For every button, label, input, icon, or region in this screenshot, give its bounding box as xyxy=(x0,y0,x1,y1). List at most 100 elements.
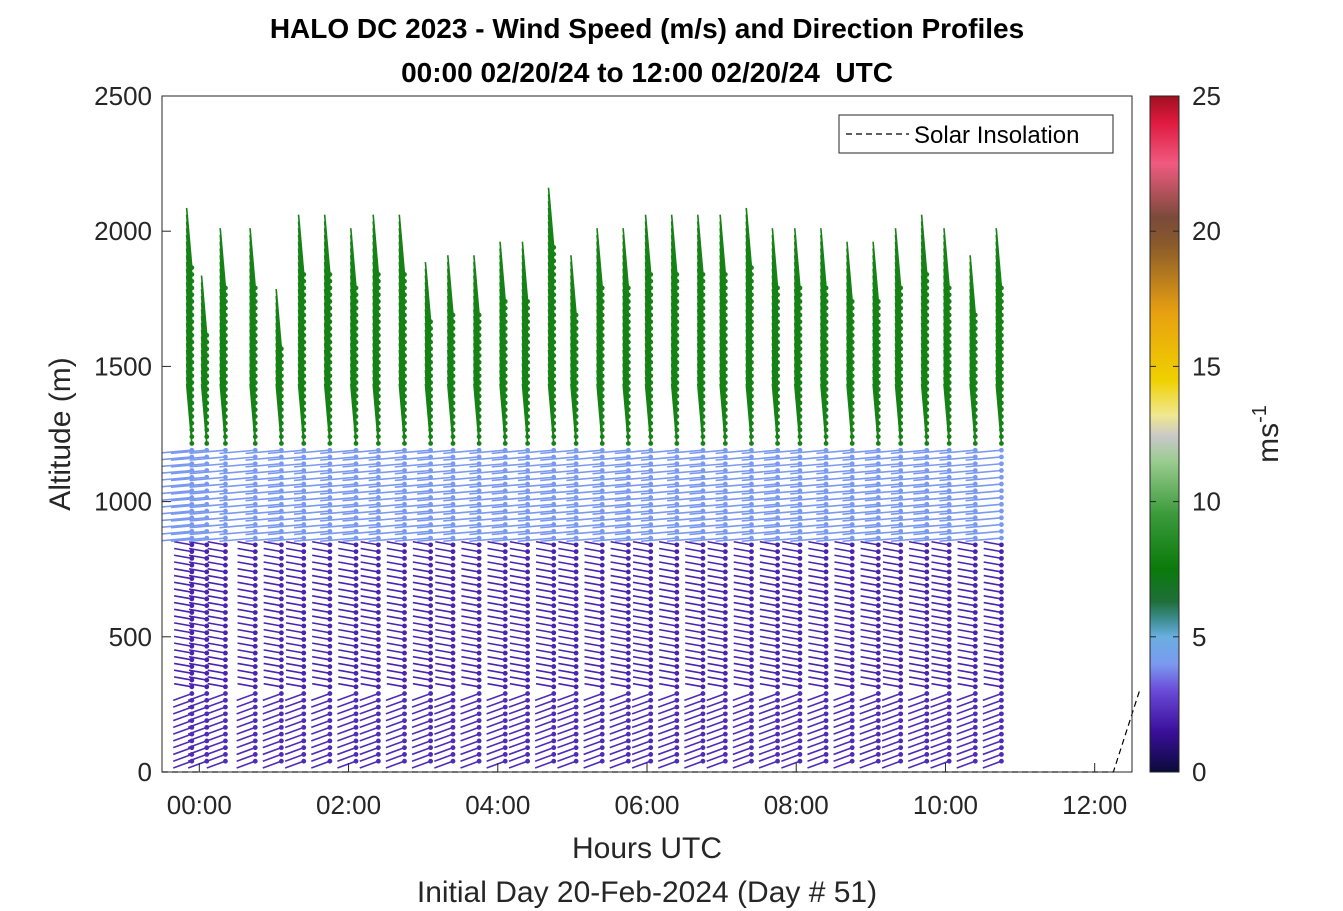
wind-barb-point xyxy=(599,319,605,325)
wind-barb-shaft xyxy=(236,740,256,749)
wind-barb-point xyxy=(301,697,307,703)
wind-barb-point xyxy=(450,434,456,440)
wind-barb xyxy=(509,567,531,575)
wind-barb-point xyxy=(402,380,407,386)
wind-barb-shaft xyxy=(237,669,256,675)
wind-barb-shaft xyxy=(435,682,454,688)
wind-barb-point xyxy=(525,549,531,555)
wind-barb-point xyxy=(502,427,508,433)
wind-barb-shaft xyxy=(632,547,651,553)
wind-barb-point xyxy=(402,359,407,365)
wind-barb-shaft xyxy=(658,615,677,621)
wind-barb-point xyxy=(189,346,195,352)
wind-barb-point xyxy=(402,650,407,656)
wind-barb-point xyxy=(700,752,706,757)
wind-barb-point xyxy=(223,603,228,609)
wind-barb-shaft xyxy=(509,581,528,587)
wind-barb-shaft xyxy=(658,622,677,627)
wind-barb xyxy=(312,540,333,548)
wind-barb xyxy=(173,574,195,582)
wind-barb-shaft xyxy=(412,655,431,661)
wind-barb-shaft xyxy=(263,615,282,621)
wind-barb-point xyxy=(599,400,605,406)
wind-barb-point xyxy=(525,569,531,575)
wind-barb-point xyxy=(450,758,456,764)
wind-barb xyxy=(461,595,482,602)
wind-barb-shaft xyxy=(658,554,677,560)
wind-barb-point xyxy=(301,569,307,575)
wind-barb-shaft xyxy=(508,719,528,729)
wind-barb xyxy=(360,588,381,595)
wind-barb-shaft xyxy=(509,635,528,641)
wind-barb xyxy=(584,540,605,548)
wind-barb-shaft xyxy=(170,496,207,502)
wind-barb-shaft xyxy=(219,476,256,482)
wind-barb-shaft xyxy=(435,608,454,614)
wind-barb-shaft xyxy=(609,753,629,762)
wind-barb-point xyxy=(551,704,557,710)
wind-barb-point xyxy=(476,312,482,318)
wind-barb-point xyxy=(599,549,605,555)
wind-barb-shaft xyxy=(733,615,752,621)
wind-barb-shaft xyxy=(706,726,726,735)
wind-barb-point xyxy=(278,427,284,433)
wind-barb-shaft xyxy=(173,601,192,607)
wind-barb-point xyxy=(223,400,228,406)
wind-barb xyxy=(285,655,307,663)
wind-barb xyxy=(535,588,557,595)
wind-barb-point xyxy=(674,610,680,615)
wind-barb-point xyxy=(476,610,482,615)
wind-barb-shaft xyxy=(359,760,379,769)
wind-barb-shaft xyxy=(342,449,379,455)
wind-barb-point xyxy=(301,752,307,757)
wind-barb-shaft xyxy=(312,567,331,573)
wind-barb-shaft xyxy=(262,692,282,702)
wind-barb-shaft xyxy=(706,692,726,702)
wind-barb-shaft xyxy=(685,567,704,573)
wind-barb-shaft xyxy=(658,655,677,661)
wind-barb xyxy=(707,676,728,683)
wind-barb-point xyxy=(502,630,508,636)
wind-barb-point xyxy=(327,752,333,757)
wind-barb-point xyxy=(327,380,333,386)
wind-barb xyxy=(267,535,307,543)
wind-barb-shaft xyxy=(706,746,726,756)
wind-barb-point xyxy=(648,292,654,298)
wind-barb-shaft xyxy=(685,608,704,614)
wind-barb-shaft xyxy=(368,537,405,543)
wind-barb-point xyxy=(573,420,579,426)
wind-barb-shaft xyxy=(237,676,256,681)
wind-barb-point xyxy=(525,664,531,669)
wind-barb-point xyxy=(722,339,728,345)
wind-barb-point xyxy=(700,278,706,284)
wind-barb-point xyxy=(450,697,456,703)
wind-barb-shaft xyxy=(219,503,256,509)
wind-barb-shaft xyxy=(707,540,726,546)
wind-barb-point xyxy=(402,305,407,311)
wind-barb xyxy=(685,554,706,561)
wind-barb-shaft xyxy=(172,753,193,762)
wind-barb-shaft xyxy=(207,567,226,573)
wind-barb-point xyxy=(189,380,195,386)
wind-barb-point xyxy=(700,691,706,696)
wind-barb xyxy=(188,574,210,582)
wind-barb-point xyxy=(301,738,307,744)
wind-barb-point xyxy=(525,657,531,663)
wind-barb xyxy=(707,554,728,561)
wind-barb xyxy=(385,724,407,735)
wind-barb-point xyxy=(648,637,654,642)
wind-barb-point xyxy=(375,630,381,636)
wind-barb-shaft xyxy=(733,649,752,654)
wind-barb-point xyxy=(450,353,456,358)
wind-barb xyxy=(386,601,407,609)
wind-barb-shaft xyxy=(386,574,405,580)
wind-barb-shaft xyxy=(320,476,357,482)
wind-barb-point xyxy=(278,576,284,582)
wind-barb-shaft xyxy=(338,682,357,688)
wind-barb-point xyxy=(722,285,728,291)
wind-barb-shaft xyxy=(632,574,651,580)
wind-barb-shaft xyxy=(207,642,226,648)
wind-barb-point xyxy=(551,359,557,365)
wind-barb xyxy=(584,574,605,582)
wind-barb-point xyxy=(204,630,210,636)
